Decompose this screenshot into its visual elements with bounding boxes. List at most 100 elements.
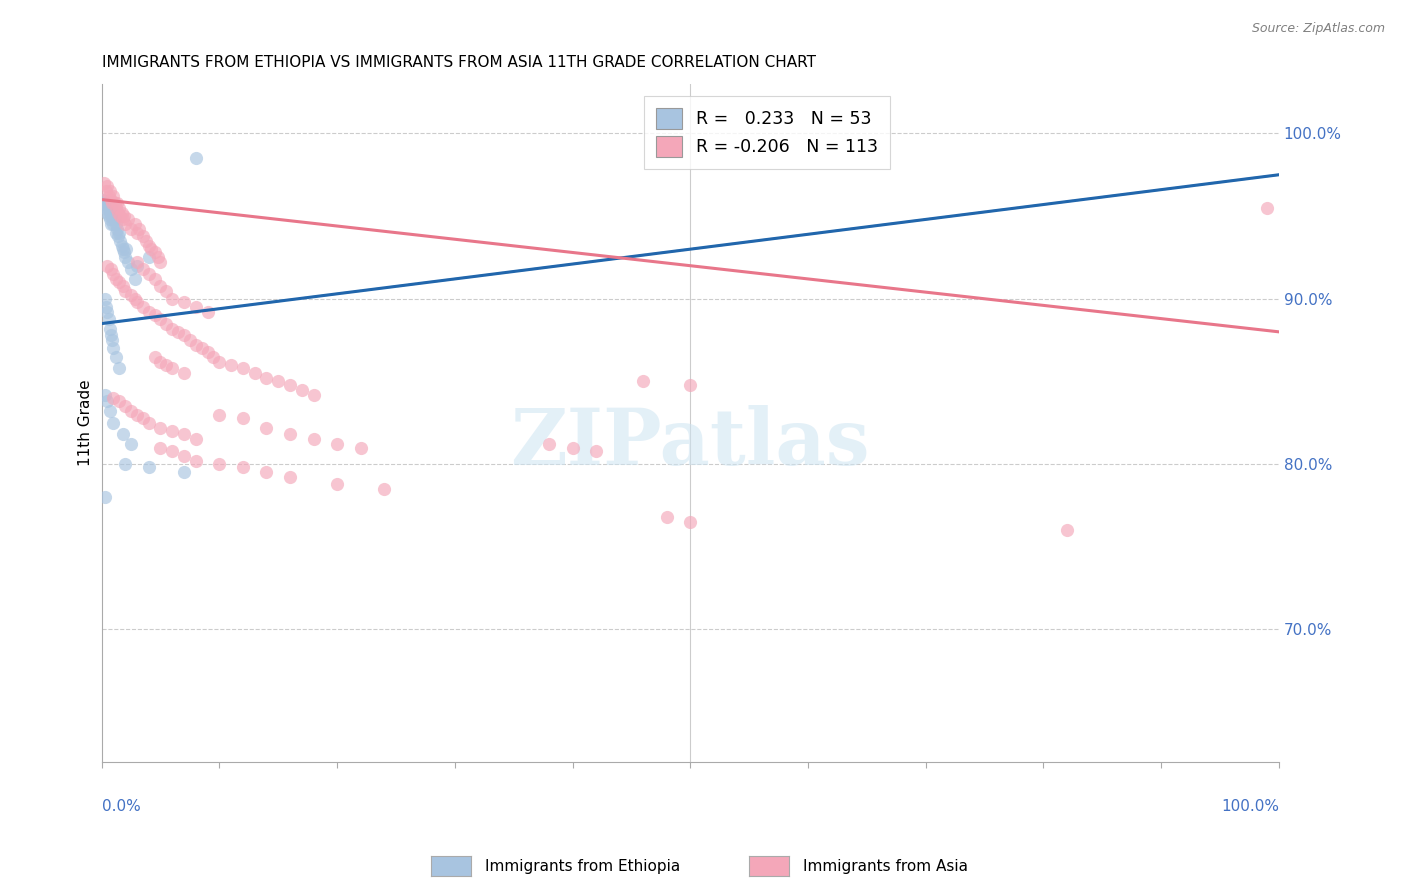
Text: Immigrants from Ethiopia: Immigrants from Ethiopia: [485, 859, 681, 873]
Point: [208, 457, 231, 471]
Point: [103, 212, 125, 227]
Point: [143, 272, 166, 286]
Point: [184, 454, 207, 468]
Point: [103, 206, 125, 220]
Point: [184, 433, 207, 447]
Point: [143, 350, 166, 364]
Point: [96, 195, 118, 210]
Point: [125, 295, 148, 310]
Text: 0.0%: 0.0%: [101, 799, 141, 814]
Point: [98, 206, 121, 220]
Point: [96, 305, 118, 319]
Point: [373, 482, 395, 496]
Point: [537, 437, 560, 451]
Text: Source: ZipAtlas.com: Source: ZipAtlas.com: [1251, 22, 1385, 36]
Point: [124, 272, 146, 286]
Point: [173, 427, 195, 442]
Point: [155, 358, 177, 372]
Point: [243, 366, 266, 380]
Point: [104, 201, 127, 215]
Point: [117, 255, 139, 269]
Point: [291, 383, 314, 397]
Point: [679, 515, 702, 529]
Point: [98, 212, 121, 227]
Point: [98, 404, 121, 418]
Text: Immigrants from Asia: Immigrants from Asia: [803, 859, 967, 873]
Point: [120, 404, 142, 418]
Point: [232, 460, 254, 475]
Point: [125, 259, 148, 273]
Point: [108, 361, 131, 376]
Point: [94, 490, 117, 504]
Point: [125, 226, 148, 240]
Point: [96, 259, 118, 273]
Point: [111, 242, 134, 256]
Point: [97, 311, 120, 326]
Point: [100, 201, 122, 215]
Point: [326, 437, 349, 451]
Point: [97, 209, 120, 223]
Point: [108, 394, 131, 409]
Point: [267, 375, 290, 389]
Point: [97, 202, 120, 217]
Point: [112, 209, 135, 223]
Point: [146, 251, 169, 265]
Point: [173, 328, 195, 343]
Point: [100, 328, 122, 343]
Point: [128, 222, 150, 236]
Point: [120, 288, 142, 302]
Point: [100, 218, 122, 232]
Point: [100, 262, 122, 277]
Point: [254, 466, 277, 480]
Point: [104, 350, 127, 364]
Point: [110, 234, 132, 248]
Point: [96, 179, 118, 194]
Text: ZIPatlas: ZIPatlas: [510, 405, 870, 481]
Point: [111, 427, 134, 442]
Point: [179, 333, 201, 347]
Point: [104, 272, 127, 286]
Point: [138, 239, 160, 253]
Point: [96, 197, 118, 211]
Point: [278, 377, 301, 392]
Point: [120, 222, 142, 236]
Point: [108, 201, 131, 215]
Point: [98, 184, 121, 198]
Point: [132, 229, 155, 244]
Point: [162, 321, 184, 335]
Point: [278, 470, 301, 484]
Point: [155, 317, 177, 331]
Point: [143, 308, 166, 322]
Point: [302, 433, 325, 447]
Point: [138, 305, 160, 319]
Point: [112, 245, 135, 260]
Point: [162, 424, 184, 438]
Text: 100.0%: 100.0%: [1220, 799, 1279, 814]
Point: [278, 427, 301, 442]
Point: [103, 218, 125, 232]
Point: [103, 267, 125, 281]
Point: [103, 416, 125, 430]
Point: [173, 366, 195, 380]
Point: [173, 295, 195, 310]
Point: [97, 189, 120, 203]
Point: [202, 350, 225, 364]
Point: [125, 255, 148, 269]
Point: [100, 193, 122, 207]
Point: [655, 510, 678, 524]
Point: [149, 421, 172, 435]
Point: [110, 239, 132, 253]
Point: [103, 391, 125, 405]
Point: [101, 209, 124, 223]
Point: [96, 206, 118, 220]
Point: [107, 229, 129, 244]
Point: [232, 410, 254, 425]
Point: [120, 437, 142, 451]
Point: [184, 151, 207, 165]
Point: [110, 206, 132, 220]
Point: [111, 212, 134, 227]
Legend: R =   0.233   N = 53, R = -0.206   N = 113: R = 0.233 N = 53, R = -0.206 N = 113: [644, 95, 890, 169]
Point: [104, 218, 127, 232]
Point: [132, 300, 155, 314]
Point: [149, 354, 172, 368]
